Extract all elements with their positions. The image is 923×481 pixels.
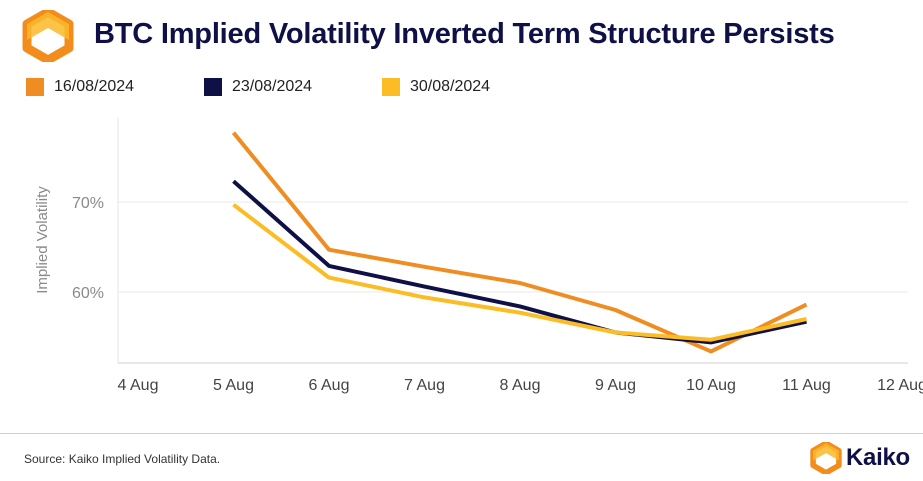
x-tick-label-1: 5 Aug	[213, 377, 254, 394]
x-tick-label-3: 7 Aug	[404, 377, 445, 394]
legend-label-series-2: 23/08/2024	[232, 78, 313, 95]
kaiko-logo-icon	[810, 442, 842, 474]
x-tick-label-5: 9 Aug	[595, 377, 636, 394]
legend-item-series-3: 30/08/2024	[382, 78, 490, 96]
x-tick-label-2: 6 Aug	[309, 377, 350, 394]
series-line-2	[232, 179, 807, 345]
chart-header: BTC Implied Volatility Inverted Term Str…	[22, 6, 912, 62]
legend-item-series-2: 23/08/2024	[204, 78, 312, 96]
x-tick-label-8: 12 Aug	[877, 377, 923, 394]
source-note: Source: Kaiko Implied Volatility Data.	[24, 452, 221, 466]
series-line-3	[232, 203, 807, 342]
y-tick-label-0: 60%	[72, 285, 104, 302]
x-tick-label-0: 4 Aug	[118, 377, 159, 394]
x-tick-label-6: 10 Aug	[686, 377, 736, 394]
kaiko-brand: Kaiko	[810, 440, 923, 476]
x-tick-label-7: 11 Aug	[782, 377, 831, 394]
chart-title: BTC Implied Volatility Inverted Term Str…	[94, 18, 835, 50]
legend-label-series-3: 30/08/2024	[410, 78, 491, 95]
line-chart: 60% 70% Implied Volatility 4 Aug 5 Aug 6 Aug 7…	[34, 118, 923, 394]
legend-label-series-1: 16/08/2024	[54, 78, 135, 95]
legend-swatch-series-3	[382, 78, 400, 96]
y-tick-label-1: 70%	[72, 195, 104, 212]
x-tick-label-4: 8 Aug	[500, 377, 541, 394]
legend-item-series-1: 16/08/2024	[26, 78, 134, 96]
kaiko-hexagon-logo-icon	[22, 10, 74, 62]
legend-swatch-series-2	[204, 78, 222, 96]
legend-swatch-series-1	[26, 78, 44, 96]
y-axis-label: Implied Volatility	[34, 186, 51, 294]
brand-name: Kaiko	[846, 444, 910, 471]
series-line-1	[231, 131, 808, 354]
footer-divider	[0, 433, 923, 434]
